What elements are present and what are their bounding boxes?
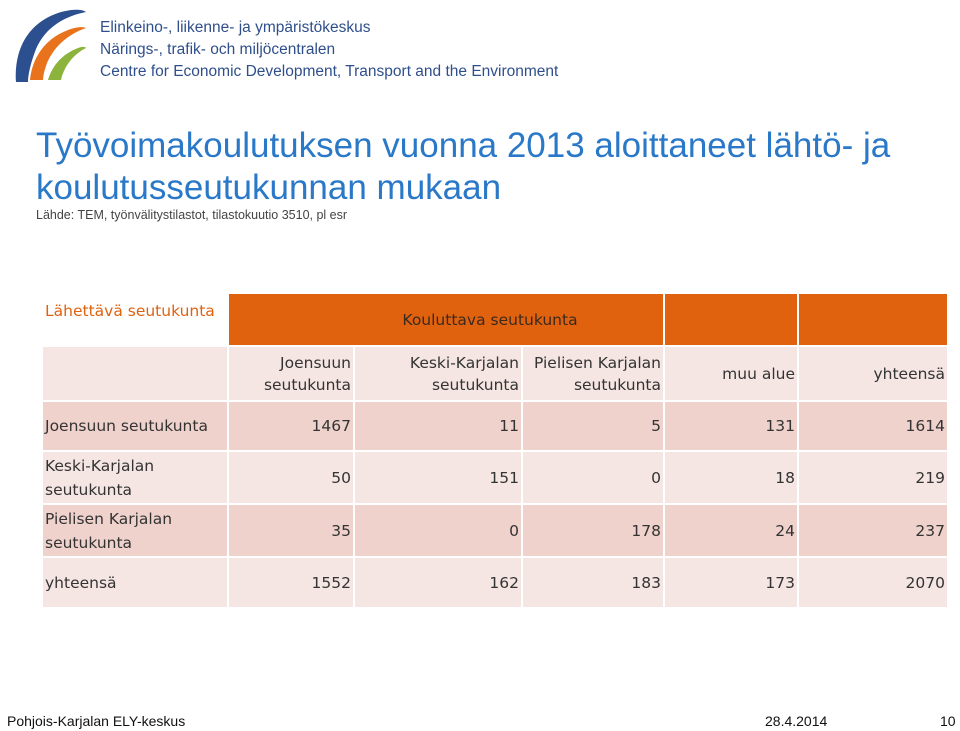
- table-cell: 18: [663, 450, 799, 505]
- table-cell: 151: [353, 450, 523, 505]
- table-cell: 183: [521, 556, 665, 609]
- table-cell: 219: [797, 450, 949, 505]
- ely-logo-icon: [15, 9, 87, 83]
- footer-date: 28.4.2014: [765, 713, 828, 729]
- column-header: yhteensä: [797, 345, 949, 402]
- row-label: yhteensä: [41, 556, 229, 609]
- table-cell: 162: [353, 556, 523, 609]
- group-label: Kouluttava seutukunta: [402, 310, 578, 329]
- table-cell: 1552: [227, 556, 355, 609]
- column-header: muu alue: [663, 345, 799, 402]
- training-table: Lähettävä seutukunta Kouluttava seutukun…: [41, 292, 949, 609]
- page-number: 10: [940, 713, 956, 729]
- table-cell: 173: [663, 556, 799, 609]
- table-cell: 0: [521, 450, 665, 505]
- column-header: Keski-Karjalan seutukunta: [353, 345, 523, 402]
- table-cell: 237: [797, 503, 949, 558]
- corner-label: Lähettävä seutukunta: [45, 302, 215, 320]
- table-cell: 24: [663, 503, 799, 558]
- table-cell: 50: [227, 450, 355, 505]
- table-row: Pielisen Karjalan seutukunta 35 0 178 24…: [41, 503, 949, 558]
- table-row: Joensuun seutukunta 1467 11 5 131 1614: [41, 400, 949, 452]
- table-cell: 131: [663, 400, 799, 452]
- header-spacer-1: [663, 292, 799, 347]
- table-row-total: yhteensä 1552 162 183 173 2070: [41, 556, 949, 609]
- column-header: Joensuun seutukunta: [227, 345, 355, 402]
- table-cell: 178: [521, 503, 665, 558]
- table-cell: 1467: [227, 400, 355, 452]
- org-line-sv: Närings-, trafik- och miljöcentralen: [100, 41, 336, 58]
- table-cell: 1614: [797, 400, 949, 452]
- table-row: Keski-Karjalan seutukunta 50 151 0 18 21…: [41, 450, 949, 505]
- column-header: Pielisen Karjalan seutukunta: [521, 345, 665, 402]
- table-cell: 35: [227, 503, 355, 558]
- org-line-en: Centre for Economic Development, Transpo…: [100, 63, 559, 80]
- table-cell: 2070: [797, 556, 949, 609]
- table-cell: 5: [521, 400, 665, 452]
- footer-organization: Pohjois-Karjalan ELY-keskus: [7, 713, 186, 729]
- org-line-fi: Elinkeino-, liikenne- ja ympäristökeskus: [100, 19, 371, 36]
- table-cell: 0: [353, 503, 523, 558]
- row-label: Keski-Karjalan seutukunta: [41, 450, 229, 505]
- header-spacer-2: [797, 292, 949, 347]
- slide-title: Työvoimakoulutuksen vuonna 2013 aloittan…: [36, 126, 891, 207]
- group-header: Kouluttava seutukunta: [227, 292, 665, 347]
- source-note: Lähde: TEM, työnvälitystilastot, tilasto…: [36, 208, 348, 222]
- table-cell: 11: [353, 400, 523, 452]
- row-label: Joensuun seutukunta: [41, 400, 229, 452]
- corner-header: Lähettävä seutukunta: [41, 292, 229, 402]
- organization-name: Elinkeino-, liikenne- ja ympäristökeskus…: [100, 17, 558, 83]
- row-label: Pielisen Karjalan seutukunta: [41, 503, 229, 558]
